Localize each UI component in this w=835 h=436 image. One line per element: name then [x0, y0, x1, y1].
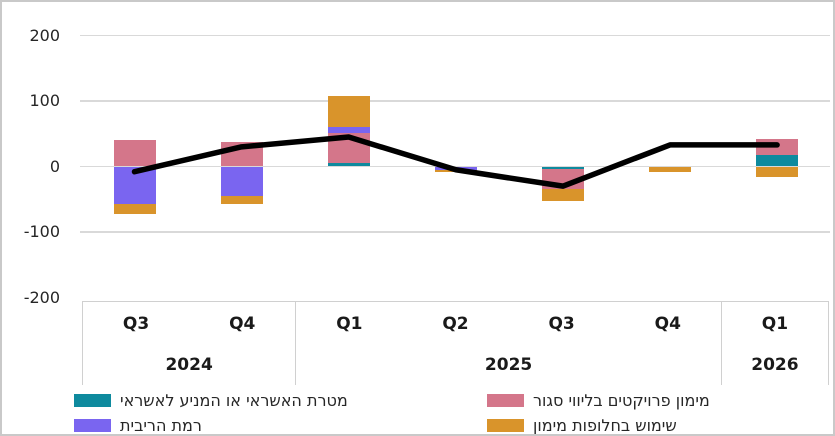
- bar-segment-interest_level: [327, 127, 370, 134]
- bar-segment-credit_purpose: [756, 154, 799, 167]
- x-axis-quarter-label: Q4: [654, 314, 681, 334]
- bar-segment-closed_escort: [541, 169, 584, 190]
- x-axis-table: Q3 Q4 2024 Q1 Q2 Q3 Q4 2025 Q1 2026: [82, 301, 829, 385]
- bar-segment-credit_purpose: [327, 162, 370, 167]
- quarter-label-row: Q3 Q4: [83, 302, 295, 346]
- x-axis-year-label: 2024: [165, 355, 213, 375]
- bar-segment-interest_level: [220, 166, 263, 196]
- legend-swatch-credit_purpose: [74, 394, 111, 407]
- gridline-200: [80, 34, 830, 37]
- legend-swatch-financing_alternatives: [487, 419, 524, 432]
- y-tick-label: -100: [23, 222, 60, 241]
- y-tick-label: 200: [29, 25, 60, 45]
- x-axis-year-group-2026: Q1 2026: [720, 302, 829, 385]
- x-axis-year-label: 2025: [484, 355, 533, 375]
- bar-segment-financing_alternatives: [113, 204, 156, 215]
- bar-segment-financing_alternatives: [220, 195, 263, 205]
- bar-segment-financing_alternatives: [434, 170, 477, 173]
- y-tick-label: 100: [29, 91, 60, 110]
- bar-segment-closed_escort: [327, 133, 370, 163]
- bar-segment-financing_alternatives: [541, 189, 584, 202]
- x-axis-year-label: 2026: [751, 355, 799, 375]
- legend-label: רמת הריבית: [120, 416, 202, 435]
- legend-item-closed_escort: מימון פרויקטים בליווי סגור: [487, 391, 710, 410]
- legend-item-interest_level: רמת הריבית: [74, 416, 202, 435]
- legend-label: מטרת האשראי או המניע לאשראי: [120, 391, 348, 410]
- y-tick-label: 0: [49, 156, 60, 176]
- x-axis-year-group-2024: Q3 Q4 2024: [82, 302, 295, 385]
- quarter-label-row: Q1: [722, 302, 828, 346]
- x-axis-quarter-label: Q1: [761, 314, 789, 334]
- gridline-100: [80, 100, 830, 102]
- x-axis-year-group-2025: Q1 Q2 Q3 Q4 2025: [295, 302, 721, 385]
- quarter-label-row: Q1 Q2 Q3 Q4: [296, 302, 721, 346]
- bar-segment-closed_escort: [220, 142, 263, 167]
- bar-segment-financing_alternatives: [756, 166, 799, 177]
- x-axis-quarter-label: Q3: [122, 314, 150, 334]
- legend-item-financing_alternatives: שימוש בחלופות מימון: [487, 416, 677, 435]
- x-axis-quarter-label: Q3: [548, 314, 575, 334]
- legend-label: שימוש בחלופות מימון: [533, 416, 677, 435]
- bar-segment-interest_level: [113, 166, 156, 205]
- legend-item-credit_purpose: מטרת האשראי או המניע לאשראי: [74, 391, 348, 410]
- legend-label: מימון פרויקטים בליווי סגור: [533, 391, 710, 410]
- y-tick-label: -200: [23, 287, 60, 307]
- x-axis-quarter-label: Q4: [229, 314, 256, 334]
- legend-swatch-interest_level: [74, 419, 111, 432]
- bar-segment-closed_escort: [113, 140, 156, 167]
- bar-segment-financing_alternatives: [327, 95, 370, 128]
- x-axis-quarter-label: Q2: [442, 314, 469, 334]
- gridline--100: [80, 231, 830, 233]
- bar-segment-financing_alternatives: [649, 166, 691, 172]
- bar-segment-closed_escort: [756, 138, 799, 155]
- legend-swatch-closed_escort: [487, 394, 524, 407]
- x-axis-quarter-label: Q1: [336, 314, 363, 334]
